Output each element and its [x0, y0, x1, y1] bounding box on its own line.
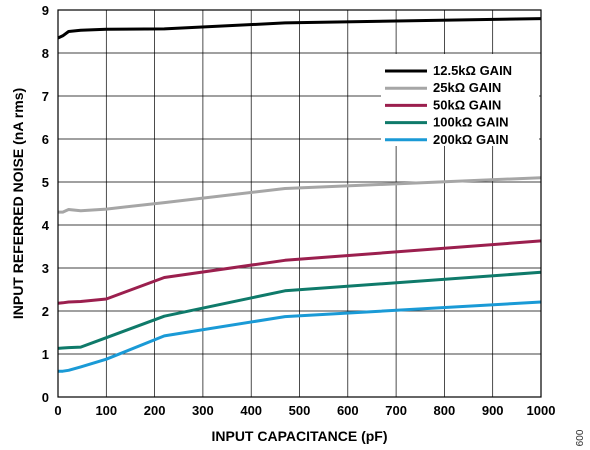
x-tick-label: 0 [54, 403, 61, 418]
legend-box [381, 54, 539, 146]
x-tick-label: 800 [434, 403, 456, 418]
y-tick-label: 2 [42, 304, 49, 319]
legend: 12.5kΩ GAIN 25kΩ GAIN 50kΩ GAIN 100kΩ GAIN 2… [381, 54, 539, 147]
x-axis-label: INPUT CAPACITANCE (pF) [211, 428, 387, 444]
legend-label-2: 50kΩ GAIN [433, 97, 501, 112]
legend-label-1: 25kΩ GAIN [433, 80, 501, 95]
series-lines [57, 17, 542, 373]
series-line-0 [57, 17, 542, 40]
legend-label-3: 100kΩ GAIN [433, 115, 508, 130]
x-tick-label: 700 [385, 403, 407, 418]
y-tick-label: 9 [42, 3, 49, 18]
y-tick-label: 4 [42, 218, 50, 233]
x-tick-label: 300 [192, 403, 214, 418]
legend-label-4: 200kΩ GAIN [433, 132, 508, 147]
y-tick-label: 1 [42, 347, 49, 362]
y-tick-label: 5 [42, 175, 49, 190]
series-line-3 [57, 270, 542, 350]
x-tick-label: 1000 [527, 403, 556, 418]
y-tick-labels: 0 1 2 3 4 5 6 7 8 9 [42, 3, 50, 405]
figure-id: 009 [573, 430, 584, 447]
y-axis-label: INPUT REFERRED NOISE (nA rms) [10, 88, 26, 319]
y-tick-label: 3 [42, 261, 49, 276]
x-tick-labels: 0 100 200 300 400 500 600 700 800 900 1000 [54, 403, 555, 418]
x-tick-label: 600 [337, 403, 359, 418]
x-tick-label: 200 [144, 403, 166, 418]
y-tick-label: 7 [42, 89, 49, 104]
plot-frame [57, 9, 542, 398]
legend-label-0: 12.5kΩ GAIN [433, 63, 512, 78]
y-tick-label: 6 [42, 132, 49, 147]
x-tick-label: 900 [482, 403, 504, 418]
series-line-1 [58, 176, 542, 214]
x-tick-label: 400 [240, 403, 262, 418]
x-tick-label: 500 [289, 403, 311, 418]
y-tick-label: 0 [42, 390, 49, 405]
y-tick-label: 8 [42, 46, 49, 61]
series-line-4 [58, 300, 542, 373]
series-line-2 [57, 239, 542, 305]
x-tick-label: 100 [95, 403, 117, 418]
